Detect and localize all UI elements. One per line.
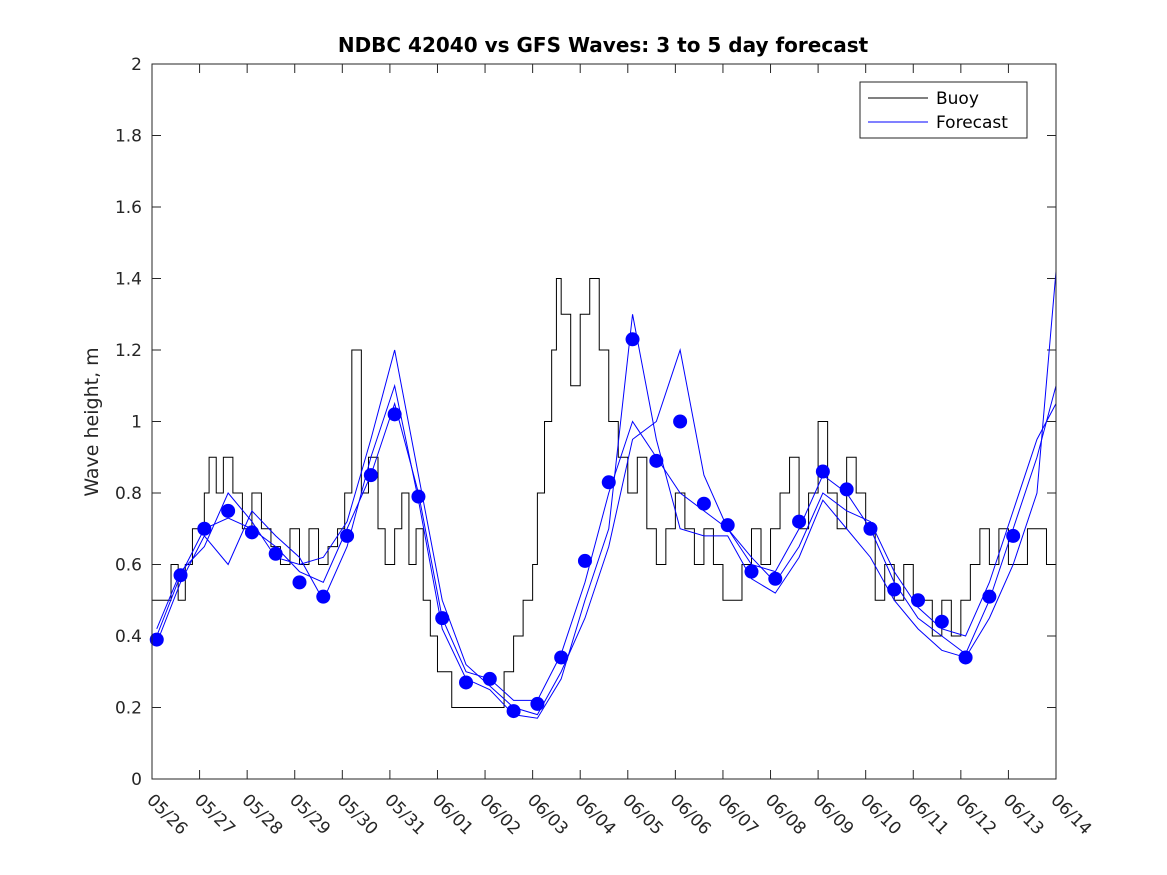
y-tick-label: 1.8 <box>115 127 142 147</box>
forecast-marker <box>982 589 997 604</box>
x-tick-label: 05/29 <box>285 790 334 839</box>
forecast-marker <box>625 332 640 347</box>
chart-title: NDBC 42040 vs GFS Waves: 3 to 5 day fore… <box>338 33 869 57</box>
forecast-series-line <box>156 348 1057 716</box>
plot-area: 00.20.40.60.811.21.41.61.82 05/2605/2705… <box>115 55 1095 839</box>
y-axis-ticks: 0 0.2 0.4 0.6 0.8 1 1.2 1.4 1.6 1.8 2 <box>115 55 1056 790</box>
forecast-marker <box>911 593 926 608</box>
x-tick-label: 06/13 <box>999 790 1048 839</box>
x-tick-label: 06/02 <box>476 790 525 839</box>
x-tick-label: 06/14 <box>1046 790 1095 839</box>
forecast-marker <box>316 589 331 604</box>
forecast-marker <box>411 489 426 504</box>
forecast-marker <box>149 632 164 647</box>
x-tick-label: 05/30 <box>333 790 382 839</box>
forecast-marker <box>792 514 807 529</box>
forecast-marker <box>815 464 830 479</box>
forecast-marker <box>720 518 735 533</box>
forecast-marker <box>934 614 949 629</box>
forecast-marker <box>577 553 592 568</box>
x-axis-ticks: 05/2605/2705/2805/2905/3005/3106/0106/02… <box>142 64 1095 839</box>
y-tick-label: 1.2 <box>115 341 142 361</box>
y-tick-label: 0 <box>131 770 142 790</box>
forecast-marker <box>435 611 450 626</box>
x-tick-label: 05/31 <box>380 790 429 839</box>
forecast-marker <box>387 407 402 422</box>
plot-frame <box>151 63 1057 780</box>
x-tick-label: 06/11 <box>904 790 953 839</box>
forecast-marker <box>554 650 569 665</box>
x-tick-label: 06/04 <box>571 790 620 839</box>
legend-box <box>859 81 1028 139</box>
forecast-marker <box>363 468 378 483</box>
legend: Buoy Forecast <box>859 81 1028 139</box>
forecast-marker <box>244 525 259 540</box>
y-tick-label: 0.6 <box>115 556 142 576</box>
forecast-marker <box>696 496 711 511</box>
y-tick-label: 1.6 <box>115 198 142 218</box>
forecast-marker <box>530 696 545 711</box>
x-tick-label: 06/05 <box>618 790 667 839</box>
forecast-marker <box>197 521 212 536</box>
legend-label-buoy: Buoy <box>936 89 979 109</box>
forecast-marker <box>887 582 902 597</box>
buoy-series-line <box>152 278 1056 708</box>
y-tick-label: 1.4 <box>115 270 142 290</box>
x-tick-label: 06/01 <box>428 790 477 839</box>
forecast-marker <box>268 546 283 561</box>
legend-label-forecast: Forecast <box>936 113 1008 133</box>
x-tick-label: 05/26 <box>142 790 191 839</box>
y-tick-label: 2 <box>131 55 142 75</box>
forecast-marker <box>649 453 664 468</box>
forecast-marker <box>1006 528 1021 543</box>
forecast-marker <box>506 704 521 719</box>
x-tick-label: 05/27 <box>190 790 239 839</box>
y-tick-label: 1 <box>131 413 142 433</box>
forecast-marker <box>459 675 474 690</box>
forecast-marker <box>292 575 307 590</box>
forecast-marker <box>673 414 688 429</box>
series-layer <box>152 271 1057 719</box>
forecast-marker <box>958 650 973 665</box>
marker-layer <box>149 332 1021 719</box>
forecast-marker <box>173 568 188 583</box>
forecast-marker <box>221 503 236 518</box>
forecast-marker <box>482 671 497 686</box>
y-axis-label: Wave height, m <box>81 347 103 496</box>
x-tick-label: 06/03 <box>523 790 572 839</box>
forecast-marker <box>863 521 878 536</box>
forecast-marker <box>744 564 759 579</box>
forecast-series-line <box>156 385 1057 701</box>
x-tick-label: 06/06 <box>666 790 715 839</box>
forecast-marker <box>768 571 783 586</box>
forecast-series-line <box>156 271 1057 719</box>
x-tick-label: 06/08 <box>761 790 810 839</box>
x-tick-label: 06/09 <box>809 790 858 839</box>
forecast-marker <box>340 528 355 543</box>
y-tick-label: 0.2 <box>115 699 142 719</box>
x-tick-label: 05/28 <box>238 790 287 839</box>
x-tick-label: 06/07 <box>713 790 762 839</box>
forecast-marker <box>601 475 616 490</box>
forecast-marker <box>839 482 854 497</box>
y-tick-label: 0.8 <box>115 484 142 504</box>
x-tick-label: 06/12 <box>951 790 1000 839</box>
x-tick-label: 06/10 <box>856 790 905 839</box>
y-tick-label: 0.4 <box>115 627 142 647</box>
